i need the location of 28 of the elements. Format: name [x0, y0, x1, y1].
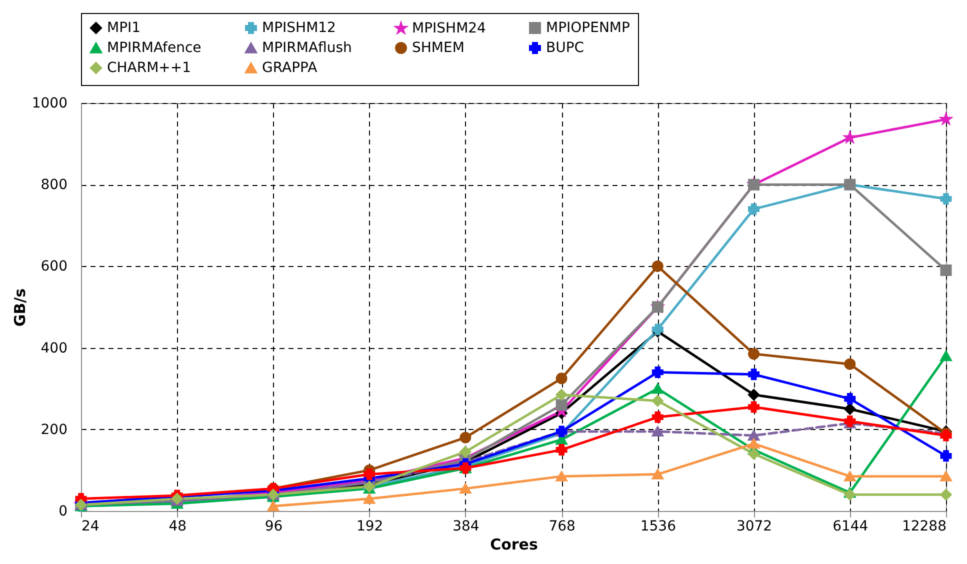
x-tick-label: 6144 [832, 518, 868, 534]
y-tick-label: 600 [40, 258, 68, 275]
legend-label: MPIRMAfence [107, 40, 202, 56]
y-tick-label: 800 [40, 177, 68, 194]
y-tick-label: 1000 [32, 96, 68, 112]
x-tick-label: 12288 [902, 518, 946, 534]
y-tick-label: 200 [40, 422, 68, 438]
x-tick-label: 96 [264, 518, 283, 534]
x-tick-label: 192 [356, 518, 384, 534]
y-axis-title: GB/s [10, 288, 29, 327]
x-tick-label: 24 [82, 518, 100, 534]
legend-label: BUPC [546, 40, 584, 56]
x-tick-label: 48 [168, 518, 187, 534]
x-tick-label: 1536 [640, 518, 676, 534]
x-tick-label: 384 [452, 518, 480, 534]
legend-label: MPIOPENMP [546, 20, 630, 36]
legend-label: MPIRMAflush [262, 40, 352, 56]
x-tick-label: 3072 [736, 518, 772, 534]
y-tick-label: 0 [58, 504, 68, 520]
legend-label: MPISHM24 [412, 20, 486, 36]
legend-label: GRAPPA [262, 60, 318, 76]
x-axis-title: Cores [490, 536, 538, 554]
legend-label: MPISHM12 [262, 20, 336, 36]
legend-label: SHMEM [412, 40, 464, 56]
y-tick-label: 400 [40, 340, 68, 356]
legend-label: MPI1 [107, 20, 141, 36]
x-tick-label: 768 [548, 518, 576, 534]
legend-label: CHARM++1 [107, 60, 192, 76]
